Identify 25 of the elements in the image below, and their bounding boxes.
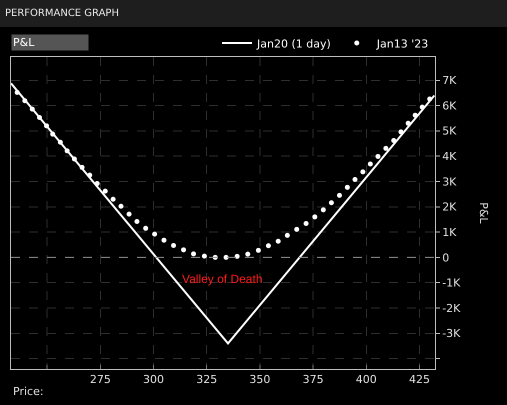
x-tick-label: 275: [90, 373, 111, 386]
x-tick-label: 325: [196, 373, 218, 386]
x-tick-label: 300: [143, 373, 164, 386]
y-tick-label: 0: [442, 251, 450, 264]
y-tick-label: 4K: [442, 150, 458, 164]
annotation: Valley of Death: [182, 272, 262, 286]
y-tick-label: 7K: [442, 74, 458, 88]
x-tick-label: 400: [356, 373, 377, 386]
y-tick-label: 5K: [442, 124, 458, 138]
text: P&L: [13, 36, 36, 49]
legend-label: Jan20 (1 day): [256, 37, 331, 50]
legend-label: Jan13 '23: [376, 37, 428, 50]
x-tick-label: 375: [302, 373, 324, 386]
x-tick-label: 425: [408, 373, 430, 386]
x-tick-label: 350: [249, 373, 270, 386]
chart-title: PERFORMANCE GRAPH: [5, 8, 119, 19]
y-axis-title: P&L: [476, 202, 490, 224]
y-tick-label: 6K: [442, 99, 458, 112]
y-tick-label: 2K: [442, 200, 458, 214]
x-axis-title: Price:: [13, 385, 44, 398]
y-tick-label: 3K: [442, 175, 458, 188]
y-tick-label: 1K: [442, 226, 458, 239]
y-tick-label: -1K: [442, 276, 462, 290]
y-tick-label: -2K: [442, 302, 462, 315]
y-tick-label: -3K: [442, 327, 462, 340]
